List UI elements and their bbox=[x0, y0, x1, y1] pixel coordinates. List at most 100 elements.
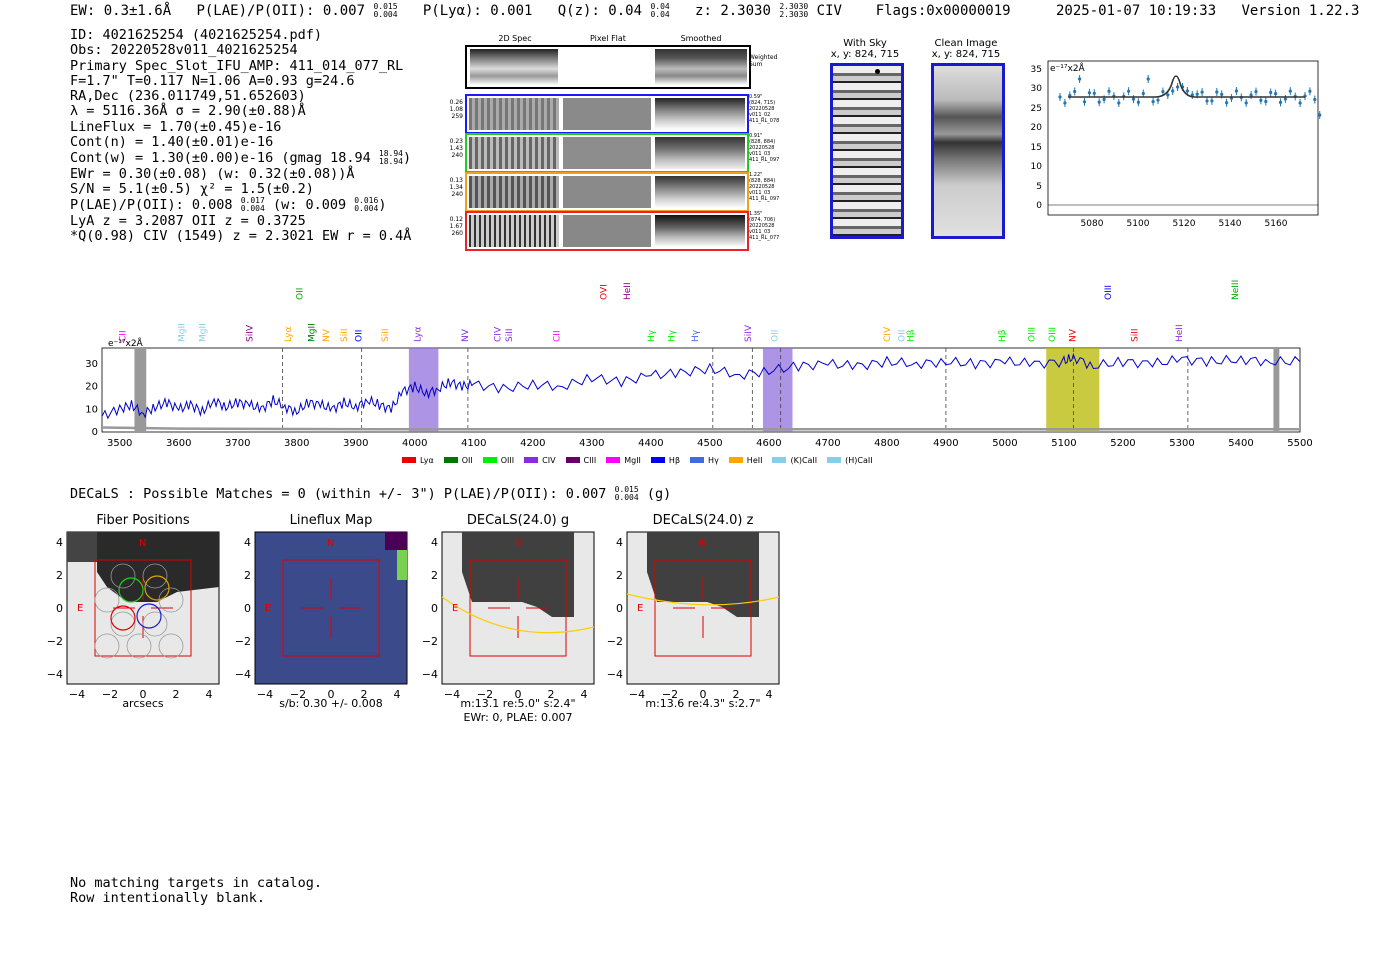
masked-region bbox=[1273, 348, 1280, 432]
with-sky-image bbox=[830, 63, 904, 239]
line-label: CII bbox=[119, 330, 129, 342]
panel-plot: N E 4 2 0 −2 −4 −4 −2 0 2 4 bbox=[422, 531, 595, 701]
lineflux-peak bbox=[385, 532, 407, 550]
zoom-point bbox=[1117, 101, 1121, 105]
decals-panel: DECaLS(24.0) z N E 4 2 0 −2 −4 −4 −2 0 2 4 m:13.6 re:… bbox=[605, 512, 785, 727]
row3-frame bbox=[465, 172, 749, 212]
north-label: N bbox=[699, 538, 706, 549]
zoom-point bbox=[1234, 89, 1238, 93]
zoom-point bbox=[1205, 99, 1209, 103]
legend-swatch bbox=[524, 457, 539, 463]
legend-label: CIV bbox=[542, 455, 556, 465]
y-tick-label: 0 bbox=[244, 602, 251, 615]
ew-value: EW: 0.3±1.6Å bbox=[70, 3, 172, 19]
spectrum-frame bbox=[101, 347, 1301, 433]
plae-bounds: 0.015 0.004 bbox=[373, 2, 398, 19]
full-spectrum-chart: CII MgII MgII SiIV Lyα OII MgII NV SiII OII SiII Ly… bbox=[85, 280, 1312, 449]
lineflux-warm bbox=[397, 550, 407, 580]
y-tick-label: 2 bbox=[616, 569, 623, 582]
zoom-fit-line bbox=[1068, 75, 1305, 98]
x-tick-label: 2 bbox=[733, 688, 740, 701]
z-value: z: 2.3030 bbox=[695, 3, 771, 19]
zoom-point bbox=[1298, 101, 1302, 105]
panel-xlabel: s/b: 0.30 +/- 0.008 bbox=[279, 697, 383, 710]
y-tick-label: 10 bbox=[85, 404, 98, 415]
y-tick-label: −4 bbox=[235, 668, 251, 681]
fiber-circle bbox=[94, 633, 120, 659]
line-label: HeII bbox=[623, 282, 633, 300]
x-tick-label: 2 bbox=[173, 688, 180, 701]
row2-smoothed bbox=[655, 137, 745, 169]
zoom-point bbox=[1161, 89, 1165, 94]
shaded-band bbox=[762, 348, 793, 432]
x-tick-label: 3600 bbox=[166, 438, 191, 449]
footer-line-2: Row intentionally blank. bbox=[70, 890, 266, 906]
weighted-sum-panel bbox=[465, 45, 751, 89]
row4-2d bbox=[469, 215, 559, 247]
line-label: SiII bbox=[381, 328, 391, 342]
zoom-xtick: 5120 bbox=[1173, 219, 1196, 229]
qz-bounds: 0.04 0.04 bbox=[650, 2, 670, 19]
y-tick-label: 0 bbox=[56, 602, 63, 615]
row3-2d bbox=[469, 176, 559, 208]
zoom-point bbox=[1176, 85, 1180, 89]
line-labels: CII MgII MgII SiIV Lyα OII MgII NV SiII OII SiII Ly… bbox=[119, 280, 1241, 342]
panel-plot: N E 4 2 0 −2 −4 −4 −2 0 2 4 bbox=[235, 531, 408, 701]
legend-swatch bbox=[402, 457, 416, 463]
zoom-point bbox=[1249, 93, 1253, 97]
fiber-circle bbox=[110, 611, 136, 637]
row4-frame bbox=[465, 211, 749, 251]
zoom-ytick: 25 bbox=[1031, 104, 1042, 114]
row3-flat bbox=[563, 176, 651, 208]
decals-panel: Lineflux Map N E 4 2 0 −2 −4 −4 −2 0 2 4 s/b: 0.30 +/… bbox=[233, 512, 413, 727]
legend-label: CIII bbox=[583, 455, 597, 465]
masked-region bbox=[134, 348, 147, 432]
line-label: OIII bbox=[1104, 285, 1114, 300]
line-label: CIV bbox=[493, 326, 503, 342]
zoom-point bbox=[1151, 100, 1155, 104]
zoom-ytick: 0 bbox=[1036, 201, 1042, 211]
x-tick-label: 5200 bbox=[1110, 438, 1135, 449]
zoom-point bbox=[1254, 90, 1258, 94]
row1-2d bbox=[469, 98, 559, 130]
y-tick-label: −4 bbox=[607, 668, 623, 681]
legend-item: OII bbox=[443, 456, 473, 465]
legend-swatch bbox=[772, 457, 787, 463]
x-tick-label: 4800 bbox=[874, 438, 899, 449]
line-label: MgII bbox=[307, 323, 317, 342]
y-tick-label: −2 bbox=[422, 635, 438, 648]
legend-swatch bbox=[728, 457, 743, 463]
east-label: E bbox=[77, 603, 83, 614]
zoom-point bbox=[1141, 91, 1145, 96]
zoom-point bbox=[1220, 92, 1224, 96]
panel-bg bbox=[254, 531, 408, 685]
zoom-point bbox=[1259, 98, 1263, 102]
line-label: OII bbox=[296, 288, 306, 300]
x-tick-label: 3900 bbox=[343, 438, 368, 449]
clean-title: Clean Image x, y: 824, 715 bbox=[931, 38, 1001, 60]
aperture-box bbox=[654, 559, 752, 657]
x-tick-label: 3500 bbox=[107, 438, 132, 449]
info-lambda: λ = 5116.36Å σ = 2.90(±0.88)Å bbox=[70, 103, 306, 120]
line-label: CIV bbox=[883, 326, 893, 342]
row4-right: 1.35" (874, 706) 20220528 v011_03 411_RL_077 bbox=[749, 211, 780, 241]
aperture-box bbox=[282, 559, 380, 657]
zoom-point bbox=[1278, 100, 1283, 104]
row1-right: 0.59" (824, 715) 20220528 v011_02 411_RL_078 bbox=[749, 94, 780, 124]
zoom-point bbox=[1288, 89, 1292, 93]
zoom-point bbox=[1244, 101, 1248, 105]
zoom-ytick: 5 bbox=[1036, 182, 1042, 192]
legend-label: Lyα bbox=[420, 455, 434, 465]
info-plae: P(LAE)/P(OII): 0.008 0.017 0.004 (w: 0.00… bbox=[70, 196, 387, 214]
line-label: NV bbox=[1069, 328, 1079, 342]
fiber-circle bbox=[142, 563, 168, 589]
spectrum-legend: Lyα OII OIII CIV CIII MgII Hβ Hγ HeII (K)CaII (H)C… bbox=[402, 448, 883, 467]
legend-item: CIII bbox=[565, 455, 597, 465]
panel-title: DECaLS(24.0) z bbox=[652, 513, 754, 528]
legend-item: OIII bbox=[482, 456, 514, 465]
x-tick-label: −2 bbox=[662, 688, 678, 701]
x-tick-label: 4100 bbox=[461, 438, 486, 449]
x-tick-label: 5400 bbox=[1228, 438, 1253, 449]
legend-swatch bbox=[690, 457, 705, 463]
zoom-point bbox=[1127, 89, 1131, 93]
